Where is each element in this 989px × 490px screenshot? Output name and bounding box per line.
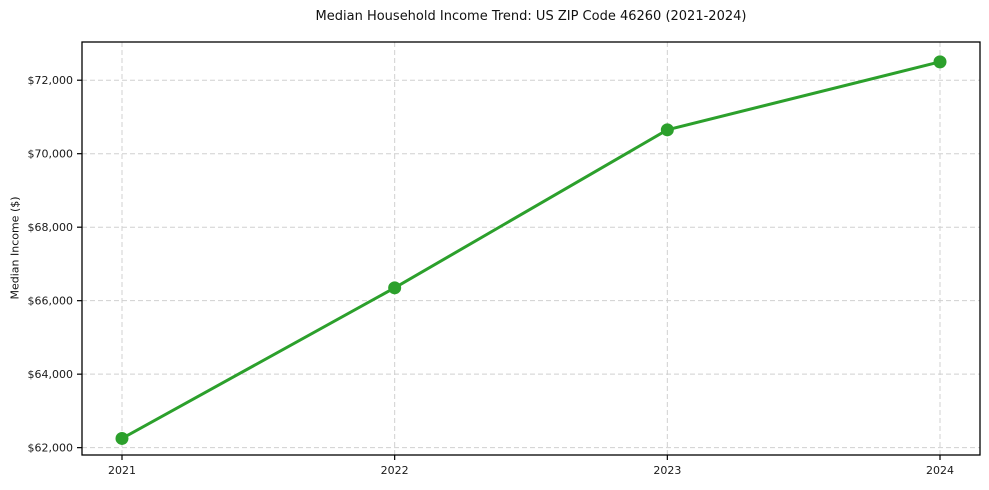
y-tick-label: $64,000 (28, 368, 74, 381)
y-tick-label: $62,000 (28, 442, 74, 455)
data-point-2024 (933, 55, 947, 69)
trend-line (120, 60, 942, 440)
y-tick-label: $66,000 (28, 295, 74, 308)
y-tick-label: $68,000 (28, 221, 74, 234)
x-tick-label: 2022 (381, 464, 409, 477)
y-tick-label: $70,000 (28, 148, 74, 161)
x-tick-label: 2021 (108, 464, 136, 477)
data-point-2023 (660, 123, 674, 137)
plot-border (81, 41, 981, 456)
data-point-2022 (388, 281, 402, 295)
data-point-2021 (115, 431, 129, 445)
y-tick-label: $72,000 (28, 74, 74, 87)
x-tick-label: 2024 (926, 464, 954, 477)
chart-title: Median Household Income Trend: US ZIP Co… (315, 9, 747, 24)
x-tick-label: 2023 (653, 464, 681, 477)
